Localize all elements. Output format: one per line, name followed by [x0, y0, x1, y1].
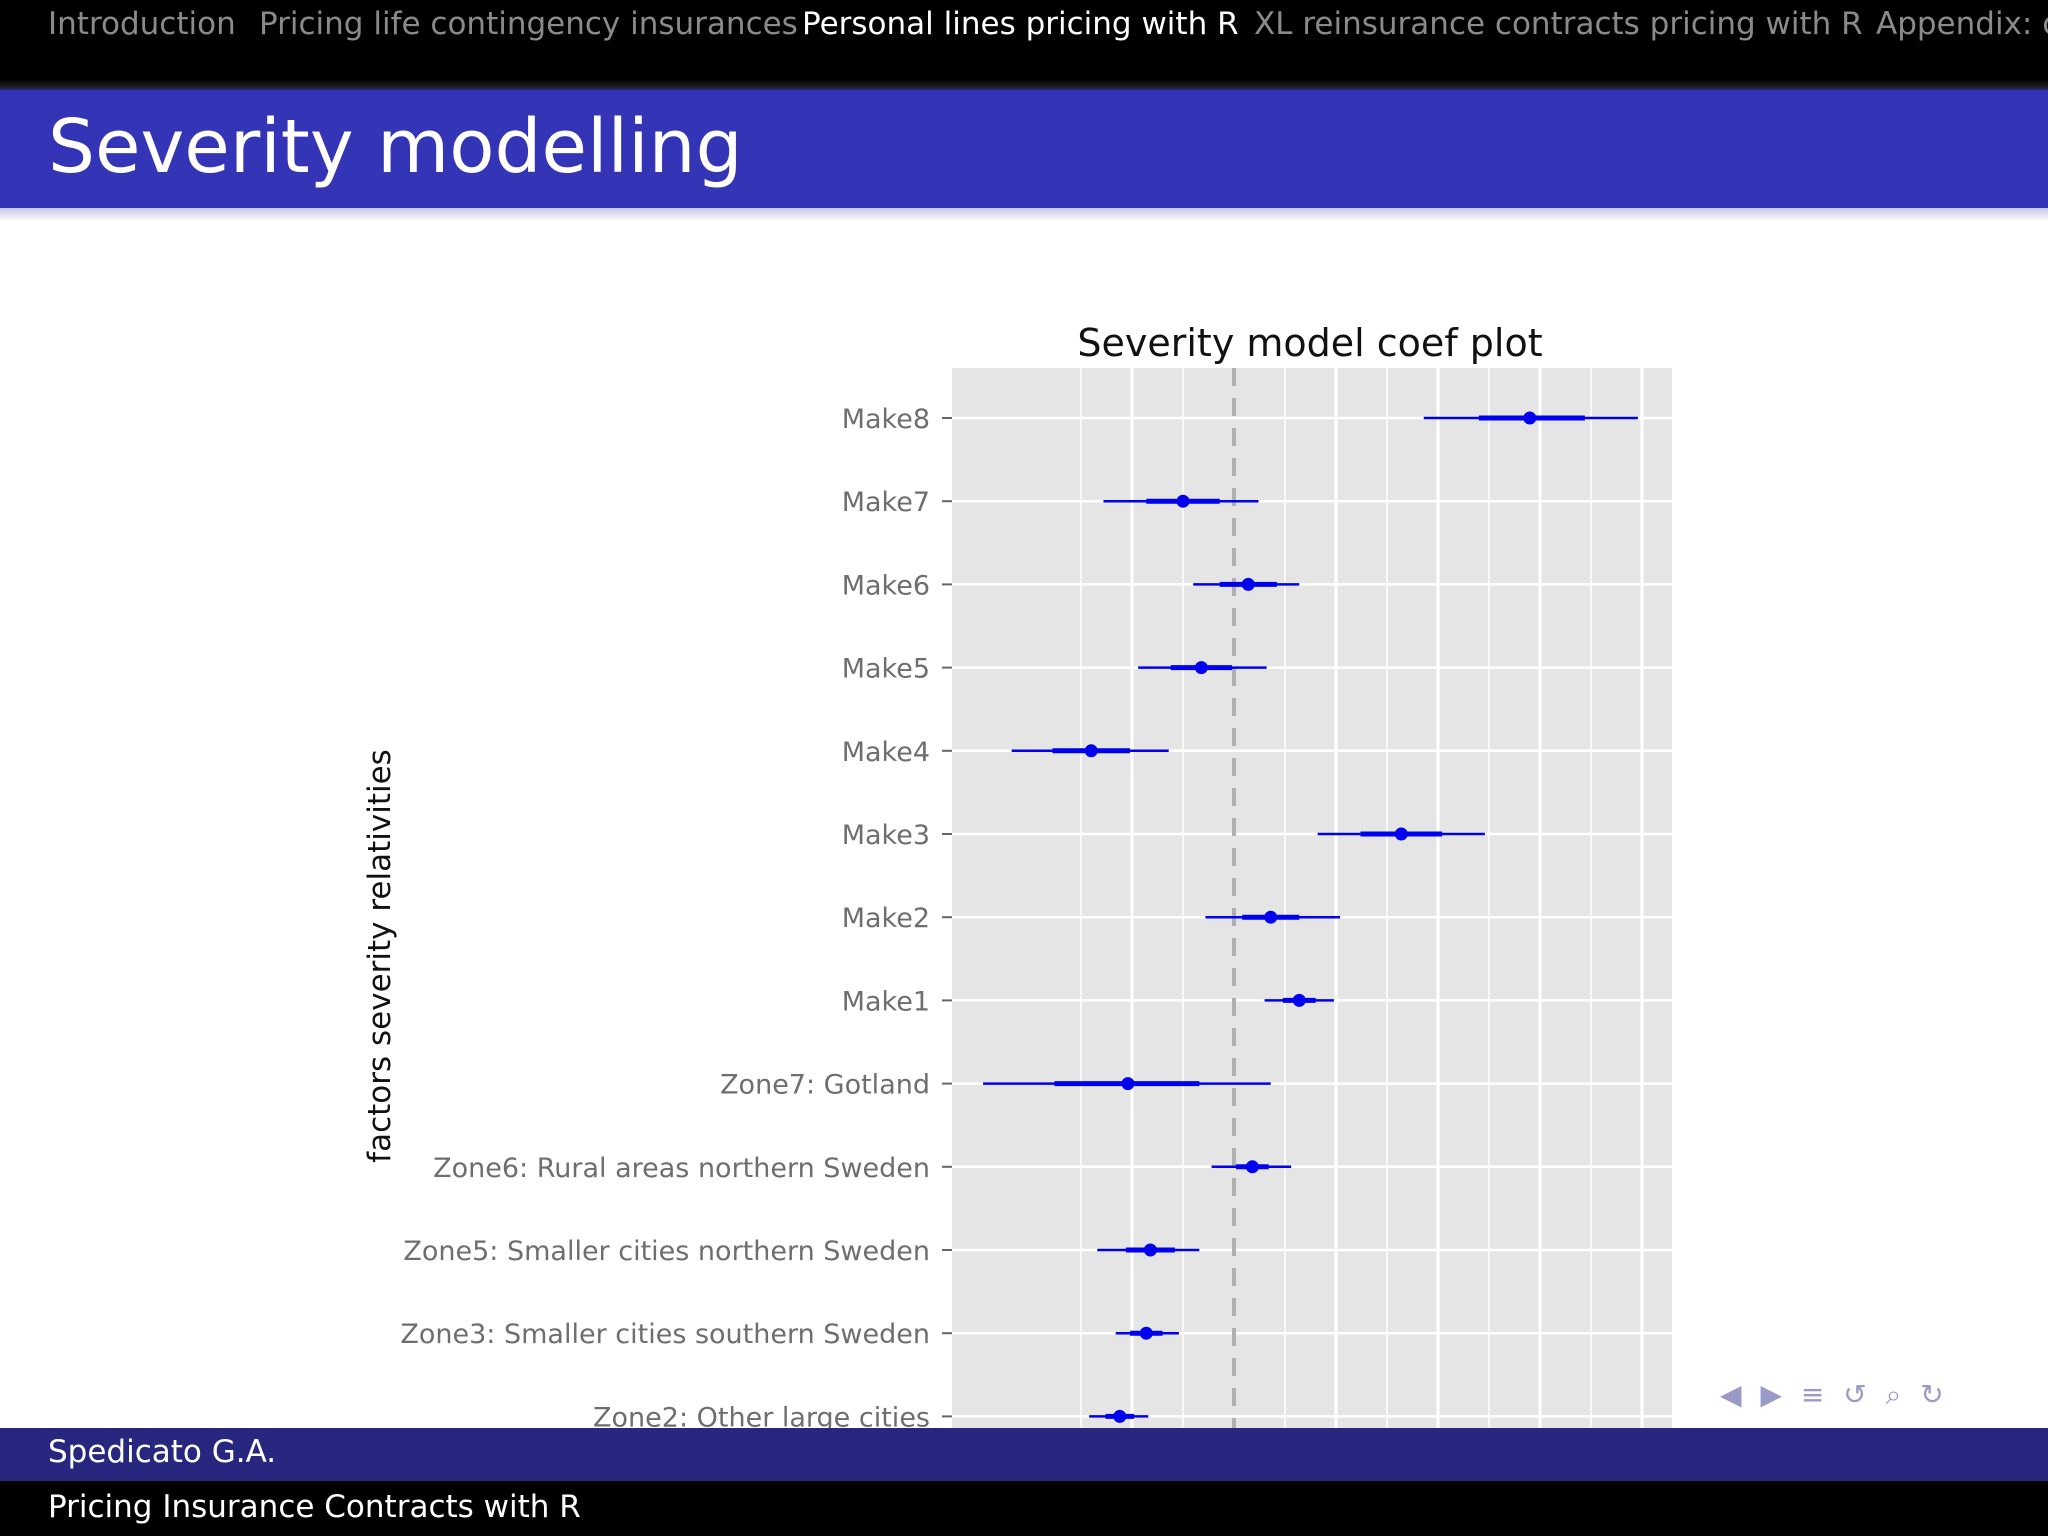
footer-presentation-title: Pricing Insurance Contracts with R [48, 1489, 581, 1525]
footer-author: Spedicato G.A. [48, 1434, 277, 1470]
search-icon[interactable]: ⌕ [1885, 1378, 1902, 1411]
plot-panel [952, 368, 1672, 1428]
coefficient-point [1394, 827, 1408, 841]
beamer-navigation-symbols: ◀ ▶ ≡ ↺ ⌕ ↻ [1720, 1378, 1954, 1412]
y-tick-label: Make4 [842, 737, 930, 768]
y-tick-label: Zone7: Gotland [720, 1070, 930, 1101]
y-tick-label: Make1 [842, 986, 930, 1017]
coefficient-point [1121, 1077, 1135, 1091]
nav-item-introduction[interactable]: Introduction [48, 6, 236, 42]
coefficient-point [1292, 993, 1306, 1007]
section-icon[interactable]: ≡ [1800, 1378, 1825, 1411]
coefficient-point [1241, 577, 1255, 591]
nav-item-appendix[interactable]: Appendix: c [1876, 6, 2048, 42]
title-shadow [0, 208, 2048, 222]
y-tick-labels: Make8 Make7 Make6 Make5 Make4 Make3 Make2 Make1… [400, 404, 930, 1428]
chart-title: Severity model coef plot [1077, 321, 1542, 365]
y-tick-label: Zone2: Other large cities [593, 1402, 930, 1428]
coefficient-point [1245, 1160, 1259, 1174]
section-navigation: Introduction Pricing life contingency in… [0, 0, 2048, 90]
vertical-gridlines [1080, 368, 1644, 1428]
frame-prev-icon[interactable]: ◀ [1720, 1378, 1742, 1411]
coefficient-point [1113, 1409, 1127, 1423]
coefficient-point [1084, 744, 1098, 758]
coefficient-point [1143, 1243, 1157, 1257]
y-tick-label: Make2 [842, 903, 930, 934]
coefficient-point [1194, 661, 1208, 675]
coefficient-point [1264, 910, 1278, 924]
y-tick-label: Make8 [842, 404, 930, 435]
slide-title: Severity modelling [48, 104, 743, 190]
y-tick-label: Make3 [842, 820, 930, 851]
nav-item-personal-lines[interactable]: Personal lines pricing with R [802, 6, 1239, 42]
undo-icon[interactable]: ↺ [1843, 1378, 1867, 1411]
y-tick-label: Zone6: Rural areas northern Sweden [433, 1153, 930, 1184]
frame-next-icon[interactable]: ▶ [1760, 1378, 1782, 1411]
coef-plot: Severity model coef plot Make8 Make7 Make6… [362, 321, 1672, 1428]
coefficient-marks [983, 411, 1638, 1423]
y-tick-label: Make5 [842, 654, 930, 685]
footer-author-bar: Spedicato G.A. [0, 1428, 2048, 1481]
footer-title-bar: Pricing Insurance Contracts with R [0, 1481, 2048, 1536]
nav-item-xl-reinsurance[interactable]: XL reinsurance contracts pricing with R [1254, 6, 1863, 42]
y-tick-label: Zone3: Smaller cities southern Sweden [400, 1319, 930, 1350]
coefficient-point [1139, 1326, 1153, 1340]
coefficient-point [1176, 494, 1190, 508]
slide-title-bar: Severity modelling [0, 90, 2048, 208]
redo-icon[interactable]: ↻ [1920, 1378, 1944, 1411]
nav-item-life-contingency[interactable]: Pricing life contingency insurances [259, 6, 798, 42]
y-axis-label: factors severity relativities [362, 749, 398, 1163]
y-tick-label: Make7 [842, 487, 930, 518]
coefficient-point [1523, 411, 1537, 425]
horizontal-gridlines [942, 416, 1672, 1418]
y-tick-label: Make6 [842, 570, 930, 601]
y-tick-label: Zone5: Smaller cities northern Sweden [403, 1236, 930, 1267]
